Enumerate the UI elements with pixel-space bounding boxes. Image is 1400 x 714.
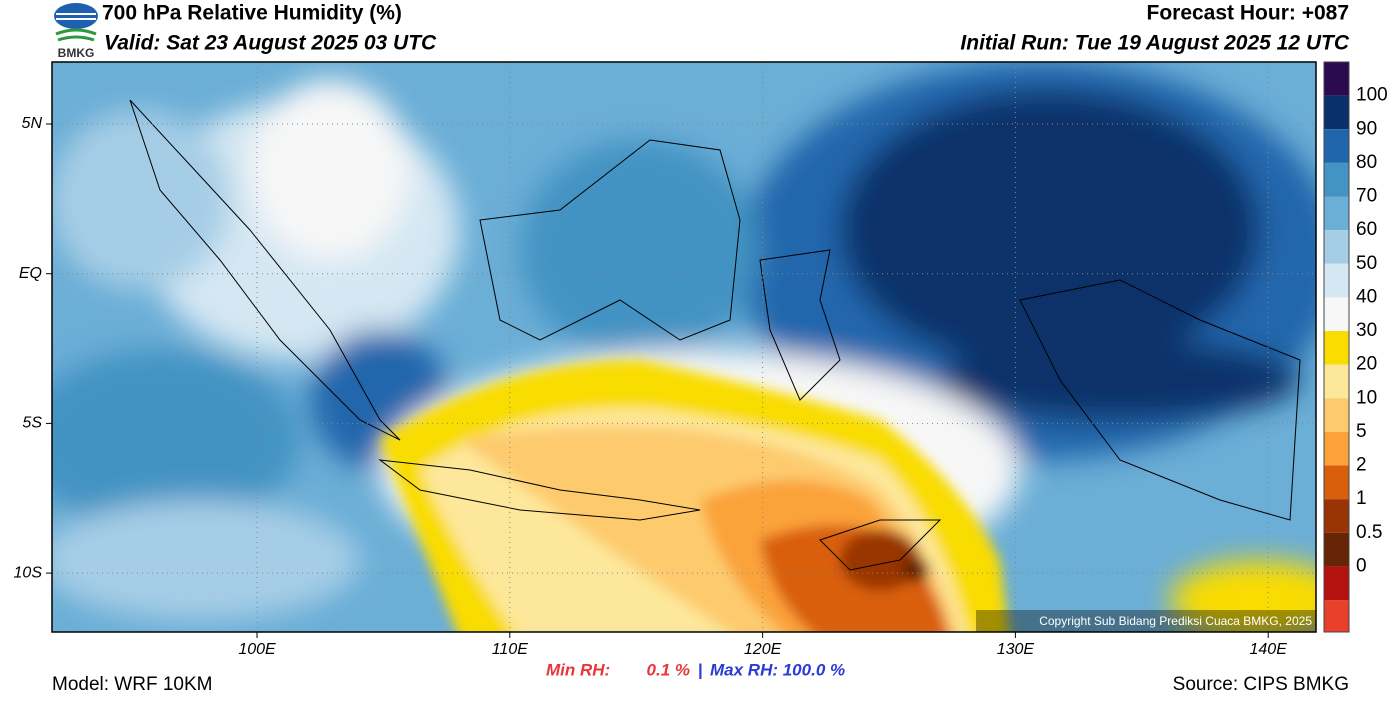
colorbar-swatch (1324, 566, 1349, 601)
colorbar-swatch (1324, 230, 1349, 264)
colorbar-frame (1323, 61, 1350, 633)
colorbar-swatch (1324, 95, 1349, 130)
lon-label: 140E (1250, 641, 1288, 658)
colorbar-swatch (1324, 331, 1349, 365)
lon-label: 130E (997, 641, 1035, 658)
colorbar-swatch (1324, 129, 1349, 163)
colorbar-swatch (1324, 263, 1349, 298)
graticule: 5N EQ 5S 10S 100E 110E 120E 130E 140E (14, 62, 1316, 658)
colorbar-label: 70 (1356, 186, 1377, 207)
lat-label: 5N (22, 115, 43, 132)
colorbar-label: 90 (1356, 118, 1377, 139)
max-rh: Max RH: 100.0 % (710, 660, 845, 679)
title: 700 hPa Relative Humidity (%) (102, 2, 402, 25)
humidity-field (52, 62, 1316, 632)
colorbar-label: 30 (1356, 320, 1377, 341)
separator: | (698, 660, 703, 679)
forecast-hour: Forecast Hour: +087 (1147, 2, 1350, 25)
colorbar-swatch (1324, 62, 1349, 96)
lon-label: 110E (492, 641, 529, 658)
colorbar-swatch (1324, 398, 1349, 432)
colorbar-swatch (1324, 465, 1349, 500)
colorbar-label: 60 (1356, 219, 1377, 240)
colorbar-label: 2 (1356, 455, 1367, 476)
coastlines (129, 99, 1301, 571)
colorbar-label: 0.5 (1356, 522, 1382, 543)
colorbar-label: 100 (1356, 85, 1388, 106)
colorbar-swatch (1324, 431, 1349, 466)
copyright-box (976, 610, 1316, 632)
colorbar-swatch (1324, 499, 1349, 533)
colorbar-swatch (1324, 600, 1349, 632)
colorbar-swatch (1324, 297, 1349, 332)
colorbar-label: 20 (1356, 354, 1377, 375)
colorbar-label: 5 (1356, 421, 1367, 442)
logo-text: BMKG (58, 46, 95, 60)
lat-label: EQ (19, 265, 42, 282)
min-value: 0.1 % (647, 660, 690, 679)
colorbar-swatch (1324, 162, 1349, 197)
lon-label: 120E (744, 641, 782, 658)
colorbar: 100 90 80 70 60 50 40 30 20 10 5 2 1 0.5 0 (1323, 61, 1388, 633)
colorbar-label: 0 (1356, 555, 1367, 576)
map-frame (51, 61, 1317, 633)
source: Source: CIPS BMKG (1173, 674, 1349, 695)
min-label: Min RH: (546, 660, 610, 679)
lat-label: 10S (14, 564, 43, 581)
colorbar-label: 80 (1356, 152, 1377, 173)
lon-label: 100E (238, 641, 276, 658)
colorbar-swatch (1324, 196, 1349, 231)
copyright: Copyright Sub Bidang Prediksi Cuaca BMKG… (1039, 614, 1312, 628)
valid-time: Valid: Sat 23 August 2025 03 UTC (104, 32, 437, 55)
logo: BMKG (54, 3, 98, 60)
colorbar-swatch (1324, 364, 1349, 399)
colorbar-label: 10 (1356, 387, 1377, 408)
colorbar-label: 1 (1356, 488, 1367, 509)
colorbar-swatch (1324, 532, 1349, 567)
lat-label: 5S (22, 415, 42, 432)
colorbar-label: 40 (1356, 286, 1377, 307)
model: Model: WRF 10KM (52, 674, 212, 695)
colorbar-label: 50 (1356, 253, 1377, 274)
initial-run: Initial Run: Tue 19 August 2025 12 UTC (960, 32, 1349, 55)
